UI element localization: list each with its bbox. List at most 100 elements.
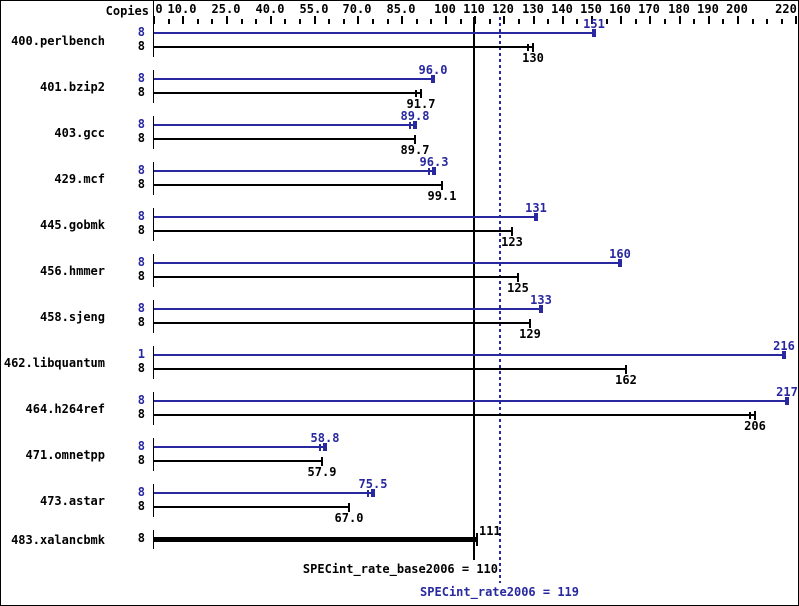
peak-value: 151 bbox=[583, 17, 605, 31]
axis-tick bbox=[795, 16, 797, 24]
axis-tick bbox=[664, 19, 666, 24]
base-bar bbox=[154, 46, 533, 48]
axis-left-border bbox=[153, 1, 154, 26]
peak-value: 133 bbox=[530, 293, 552, 307]
axis-tick bbox=[576, 19, 578, 24]
axis-tick bbox=[387, 19, 389, 24]
axis-tick-label: 180 bbox=[668, 2, 690, 16]
base-bar bbox=[154, 92, 421, 94]
peak-bar bbox=[154, 32, 594, 34]
axis-tick bbox=[781, 19, 783, 24]
base-value: 162 bbox=[615, 373, 637, 387]
benchmark-label: 456.hmmer bbox=[39, 264, 105, 278]
base-bar-endcap bbox=[517, 273, 519, 282]
peak-bar-endcap bbox=[323, 443, 327, 451]
peak-bar bbox=[154, 446, 325, 448]
axis-tick-label: 100 bbox=[434, 2, 456, 16]
peak-bar bbox=[154, 170, 434, 172]
benchmark-label: 445.gobmk bbox=[39, 218, 105, 232]
axis-tick-label: 190 bbox=[697, 2, 719, 16]
axis-tick bbox=[226, 16, 228, 24]
base-bar-endcap bbox=[754, 411, 756, 420]
base-bar bbox=[154, 414, 755, 416]
run-range-tick bbox=[409, 122, 411, 129]
benchmark-label: 458.sjeng bbox=[39, 310, 105, 324]
peak-copies: 8 bbox=[137, 117, 145, 131]
axis-tick bbox=[649, 16, 651, 24]
axis-tick bbox=[343, 19, 345, 24]
peak-bar-endcap bbox=[371, 489, 375, 497]
axis-tick bbox=[430, 19, 432, 24]
axis-tick-label: 110 bbox=[463, 2, 485, 16]
peak-value: 131 bbox=[525, 201, 547, 215]
base-bar-endcap bbox=[625, 365, 627, 374]
peak-bar-endcap bbox=[782, 351, 786, 359]
base-value: 125 bbox=[507, 281, 529, 295]
axis-tick-label: 120 bbox=[492, 2, 514, 16]
axis-tick bbox=[197, 19, 199, 24]
axis-tick-label: 10.0 bbox=[167, 2, 197, 16]
axis-tick bbox=[489, 19, 491, 24]
base-copies: 8 bbox=[137, 85, 145, 99]
axis-tick bbox=[284, 19, 286, 24]
base-bar-endcap bbox=[529, 319, 531, 328]
peak-copies: 8 bbox=[137, 439, 145, 453]
peak-value: 75.5 bbox=[358, 477, 388, 491]
axis-tick-label: 200 bbox=[726, 2, 748, 16]
axis-tick bbox=[241, 19, 243, 24]
peak-value: 160 bbox=[609, 247, 631, 261]
axis-tick bbox=[547, 19, 549, 24]
benchmark-label: 429.mcf bbox=[54, 172, 105, 186]
row-baseline bbox=[153, 484, 154, 517]
peak-bar bbox=[154, 78, 433, 80]
row-baseline bbox=[153, 392, 154, 425]
base-bar-endcap bbox=[532, 43, 534, 52]
axis-tick bbox=[591, 16, 593, 24]
peak-bar-endcap bbox=[432, 167, 436, 175]
row-baseline bbox=[153, 24, 154, 57]
axis-tick bbox=[357, 16, 359, 24]
peak-bar bbox=[154, 354, 784, 356]
axis-tick bbox=[372, 19, 374, 24]
peak-value: 96.0 bbox=[418, 63, 448, 77]
benchmark-label: 471.omnetpp bbox=[25, 448, 105, 462]
axis-tick-label: 25.0 bbox=[211, 2, 241, 16]
axis-tick bbox=[679, 16, 681, 24]
run-range-tick bbox=[415, 90, 417, 97]
axis-tick bbox=[270, 16, 272, 24]
run-range-tick bbox=[749, 412, 751, 419]
base-value: 130 bbox=[522, 51, 544, 65]
base-bar bbox=[154, 368, 626, 370]
base-copies: 8 bbox=[137, 131, 145, 145]
axis-tick bbox=[752, 19, 754, 24]
base-result-text: SPECint_rate_base2006 = 110 bbox=[302, 562, 498, 576]
peak-bar-endcap bbox=[413, 121, 417, 129]
peak-copies: 8 bbox=[137, 301, 145, 315]
axis-tick-label: 170 bbox=[638, 2, 660, 16]
peak-value: 58.8 bbox=[310, 431, 340, 445]
axis-tick bbox=[168, 19, 170, 24]
peak-value: 216 bbox=[773, 339, 795, 353]
axis-tick-label: 160 bbox=[609, 2, 631, 16]
row-baseline bbox=[153, 70, 154, 103]
base-copies: 8 bbox=[137, 531, 145, 545]
base-bar bbox=[154, 138, 415, 140]
base-copies: 8 bbox=[137, 453, 145, 467]
peak-bar-endcap bbox=[534, 213, 538, 221]
peak-bar-endcap bbox=[539, 305, 543, 313]
axis-tick-label: 130 bbox=[522, 2, 544, 16]
axis-tick bbox=[708, 16, 710, 24]
axis-tick bbox=[211, 19, 213, 24]
benchmark-label: 401.bzip2 bbox=[39, 80, 105, 94]
base-copies: 8 bbox=[137, 269, 145, 283]
base-bar bbox=[154, 537, 477, 542]
axis-tick bbox=[620, 16, 622, 24]
axis-tick bbox=[606, 19, 608, 24]
row-baseline bbox=[153, 438, 154, 471]
row-baseline bbox=[153, 300, 154, 333]
peak-bar bbox=[154, 400, 787, 402]
axis-tick bbox=[314, 16, 316, 24]
base-bar-endcap bbox=[511, 227, 513, 236]
run-range-tick bbox=[428, 168, 430, 175]
axis-tick bbox=[518, 19, 520, 24]
